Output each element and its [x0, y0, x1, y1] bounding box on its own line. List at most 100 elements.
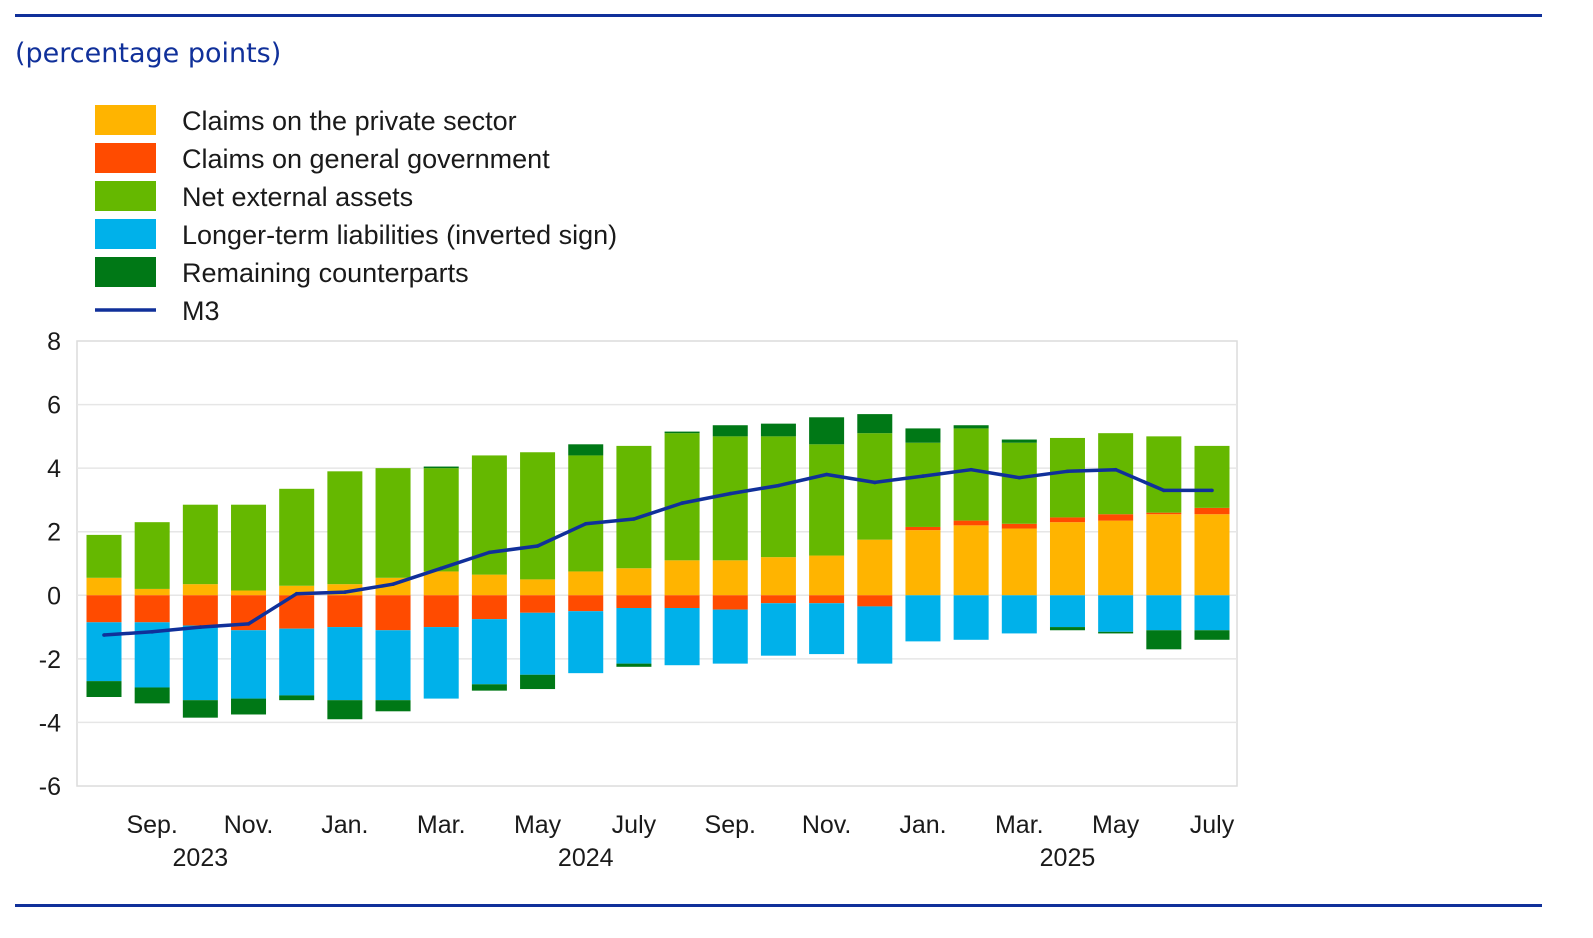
bar-remaining [1049, 627, 1085, 631]
x-year-label: 2023 [173, 844, 229, 872]
bar-remaining [471, 684, 507, 691]
bar-claims-private [86, 577, 122, 596]
bar-remaining [664, 431, 700, 434]
bar-longer-term [182, 625, 218, 701]
m3-line [103, 467, 1212, 637]
bars [86, 414, 1230, 720]
bar-claims-private [568, 571, 604, 596]
legend-label: Longer-term liabilities (inverted sign) [182, 220, 617, 250]
bar-net-external [905, 442, 941, 527]
bar-claims-private [953, 525, 989, 596]
bar-claims-private [809, 555, 845, 596]
legend-item-claims-private: Claims on the private sector [95, 105, 517, 136]
bar-claims-private [279, 585, 315, 596]
bar-net-external [1049, 437, 1085, 518]
x-tick-label: Jan. [321, 811, 368, 839]
bar-remaining [857, 414, 893, 434]
bar-claims-private [327, 584, 363, 596]
bar-claims-government [520, 595, 556, 613]
m3-point [1210, 488, 1214, 493]
bar-longer-term [857, 606, 893, 664]
m3-point [391, 582, 395, 586]
bar-claims-government [1001, 523, 1037, 529]
bar-remaining [86, 681, 122, 697]
bar-longer-term [1001, 595, 1037, 634]
bar-longer-term [616, 608, 652, 664]
bar-net-external [279, 488, 315, 586]
m3-point [102, 633, 106, 637]
bar-remaining [616, 663, 652, 667]
bar-remaining [568, 444, 604, 456]
legend-swatch [95, 105, 156, 135]
bar-remaining [1001, 439, 1037, 443]
x-tick-label: Nov. [224, 811, 274, 839]
x-tick-label: July [612, 811, 657, 839]
legend-item-net-external: Net external assets [95, 181, 413, 212]
bar-remaining [423, 466, 459, 469]
bar-claims-government [471, 595, 507, 620]
bar-net-external [953, 428, 989, 521]
m3-point [1113, 467, 1118, 472]
m3-point [824, 472, 829, 477]
gridlines [77, 403, 1237, 724]
y-tick-label: -2 [39, 646, 61, 674]
m3-point [294, 591, 299, 596]
bar-longer-term [760, 603, 796, 656]
m3-point [776, 483, 781, 488]
bar-remaining [1146, 630, 1182, 650]
bar-claims-government [134, 595, 170, 623]
bar-net-external [231, 504, 267, 591]
bar-remaining [375, 700, 411, 712]
legend-label: Net external assets [182, 182, 413, 212]
legend-label: M3 [182, 296, 220, 326]
bar-claims-private [1001, 528, 1037, 596]
bar-longer-term [1049, 595, 1085, 628]
bar-longer-term [375, 630, 411, 701]
bar-claims-government [1194, 507, 1230, 515]
bar-remaining [327, 700, 363, 720]
legend-label: Claims on the private sector [182, 106, 517, 136]
bar-claims-private [616, 568, 652, 596]
y-tick-label: 8 [47, 328, 61, 356]
bar-claims-private [134, 588, 170, 596]
m3-point [632, 517, 636, 521]
bar-claims-government [327, 595, 363, 628]
bar-longer-term [1098, 595, 1134, 632]
bar-net-external [520, 452, 556, 580]
bar-claims-private [760, 557, 796, 596]
bar-claims-government [1146, 512, 1182, 515]
legend-item-m3: M3 [95, 296, 220, 326]
bar-longer-term [279, 628, 315, 696]
bar-claims-private [664, 560, 700, 596]
legend-swatch [95, 143, 156, 173]
y-axis: 8 6 4 2 0 -2 -4 -6 [39, 328, 61, 801]
bar-net-external [809, 444, 845, 556]
bar-longer-term [905, 595, 941, 642]
m3-point [246, 622, 251, 626]
bar-longer-term [568, 611, 604, 674]
m3-point [1017, 475, 1022, 480]
bar-remaining [760, 423, 796, 437]
bar-claims-government [375, 595, 411, 631]
m3-point [872, 480, 877, 485]
m3-point [969, 467, 973, 472]
bar-claims-government [1098, 514, 1134, 521]
x-year-label: 2024 [558, 844, 614, 872]
m3-point [439, 566, 444, 571]
bar-longer-term [86, 622, 122, 682]
bar-net-external [182, 504, 218, 585]
bottom-rule [15, 904, 1542, 907]
m3-point [343, 590, 347, 594]
legend-swatch [95, 181, 156, 211]
x-tick-label: Sep. [705, 811, 756, 839]
bar-claims-government [664, 595, 700, 608]
bar-claims-private [1146, 514, 1182, 596]
bar-claims-government [760, 595, 796, 604]
bar-remaining [905, 428, 941, 443]
bar-claims-private [1098, 520, 1134, 596]
x-tick-label: Mar. [417, 811, 466, 839]
bar-claims-private [1194, 514, 1230, 596]
bar-longer-term [520, 612, 556, 675]
bar-remaining [134, 687, 170, 704]
bar-claims-government [905, 526, 941, 531]
